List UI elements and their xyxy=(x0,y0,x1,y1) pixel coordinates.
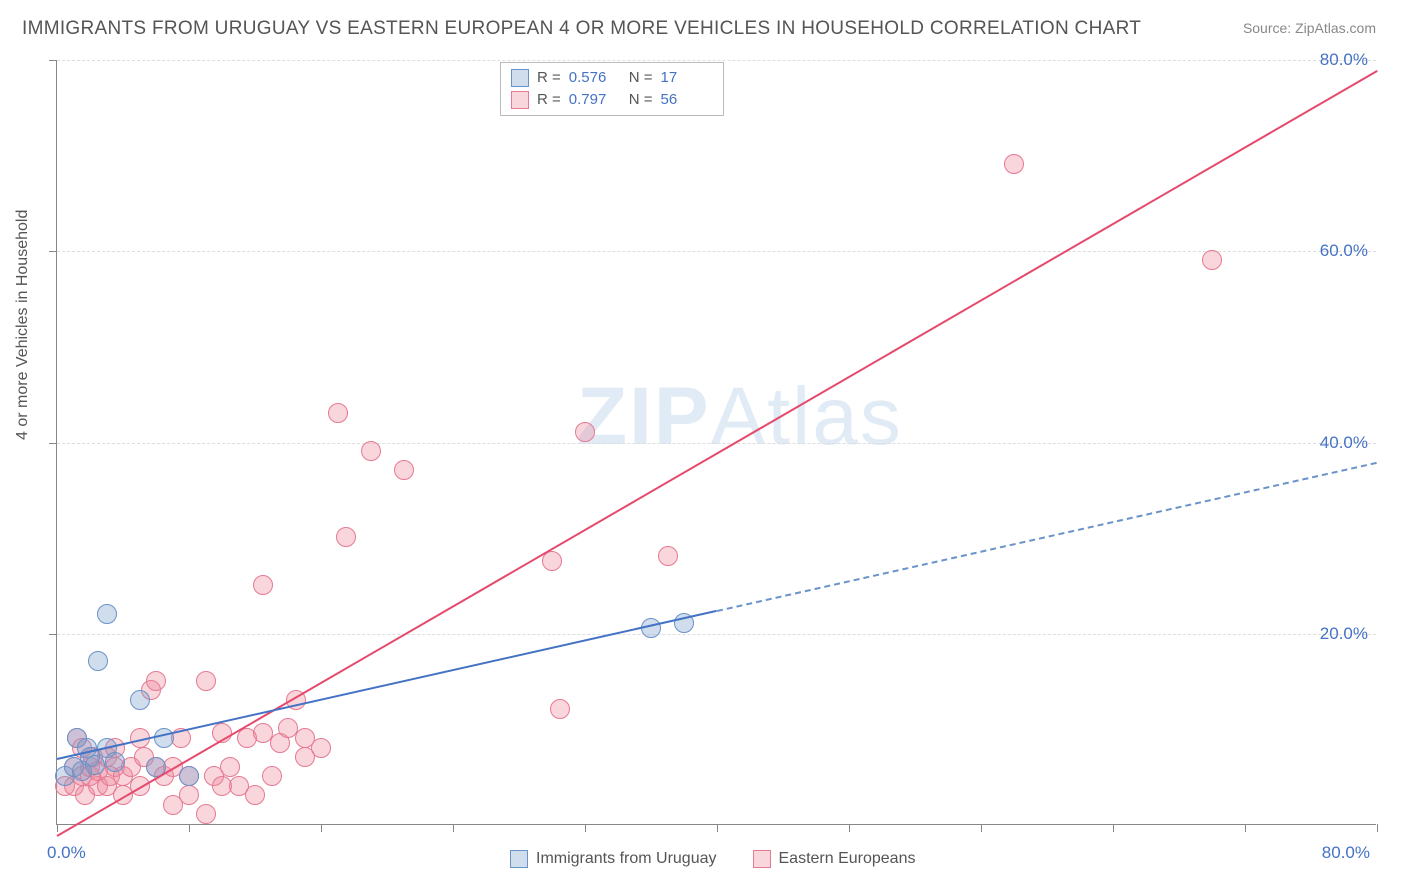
data-point xyxy=(146,671,166,691)
x-tick-mark xyxy=(1377,824,1378,832)
trend-line-extrapolated xyxy=(717,462,1377,612)
data-point xyxy=(97,604,117,624)
y-tick-label: 40.0% xyxy=(1320,433,1368,453)
x-tick-origin: 0.0% xyxy=(47,843,86,863)
legend-row: R = 0.576 N = 17 xyxy=(511,67,713,89)
trend-line xyxy=(56,70,1377,837)
x-tick-mark xyxy=(849,824,850,832)
data-point xyxy=(220,757,240,777)
series-legend: Immigrants from Uruguay Eastern Europeans xyxy=(510,850,915,868)
n-value: 17 xyxy=(661,67,713,89)
gridline xyxy=(57,443,1376,444)
x-tick-mark xyxy=(1113,824,1114,832)
gridline xyxy=(57,251,1376,252)
legend-swatch xyxy=(511,91,529,109)
x-tick-mark xyxy=(585,824,586,832)
correlation-legend: R = 0.576 N = 17 R = 0.797 N = 56 xyxy=(500,62,724,116)
x-tick-mark xyxy=(1245,824,1246,832)
y-tick-label: 60.0% xyxy=(1320,241,1368,261)
y-tick-mark xyxy=(49,634,57,635)
legend-item: Immigrants from Uruguay xyxy=(510,850,717,868)
data-point xyxy=(336,527,356,547)
data-point xyxy=(196,671,216,691)
n-label: N = xyxy=(629,89,653,111)
y-tick-mark xyxy=(49,251,57,252)
legend-swatch xyxy=(510,850,528,868)
data-point xyxy=(311,738,331,758)
x-tick-mark xyxy=(453,824,454,832)
n-label: N = xyxy=(629,67,653,89)
data-point xyxy=(658,546,678,566)
data-point xyxy=(85,755,105,775)
gridline xyxy=(57,634,1376,635)
x-tick-mark xyxy=(981,824,982,832)
data-point xyxy=(179,766,199,786)
y-tick-label: 20.0% xyxy=(1320,624,1368,644)
legend-label: Immigrants from Uruguay xyxy=(536,850,717,868)
data-point xyxy=(179,785,199,805)
y-tick-mark xyxy=(49,443,57,444)
watermark-atlas: Atlas xyxy=(711,371,903,462)
data-point xyxy=(105,752,125,772)
data-point xyxy=(196,804,216,824)
data-point xyxy=(130,690,150,710)
legend-swatch xyxy=(753,850,771,868)
legend-swatch xyxy=(511,69,529,87)
y-axis-label: 4 or more Vehicles in Household xyxy=(14,210,32,440)
x-tick-mark xyxy=(717,824,718,832)
data-point xyxy=(1202,250,1222,270)
data-point xyxy=(88,651,108,671)
x-tick-mark xyxy=(189,824,190,832)
y-tick-label: 80.0% xyxy=(1320,50,1368,70)
n-value: 56 xyxy=(661,89,713,111)
legend-item: Eastern Europeans xyxy=(753,850,916,868)
data-point xyxy=(253,575,273,595)
gridline xyxy=(57,60,1376,61)
source-attribution: Source: ZipAtlas.com xyxy=(1243,20,1376,36)
r-label: R = xyxy=(537,89,561,111)
watermark-zip: ZIP xyxy=(577,371,711,462)
data-point xyxy=(1004,154,1024,174)
watermark: ZIPAtlas xyxy=(577,370,903,464)
legend-label: Eastern Europeans xyxy=(779,850,916,868)
scatter-plot-area: ZIPAtlas 20.0%40.0%60.0%80.0%0.0%80.0% xyxy=(56,60,1376,825)
data-point xyxy=(394,460,414,480)
data-point xyxy=(550,699,570,719)
data-point xyxy=(328,403,348,423)
data-point xyxy=(245,785,265,805)
r-label: R = xyxy=(537,67,561,89)
r-value: 0.797 xyxy=(569,89,621,111)
data-point xyxy=(575,422,595,442)
chart-title: IMMIGRANTS FROM URUGUAY VS EASTERN EUROP… xyxy=(22,18,1141,40)
x-tick-mark xyxy=(321,824,322,832)
legend-row: R = 0.797 N = 56 xyxy=(511,89,713,111)
r-value: 0.576 xyxy=(569,67,621,89)
x-tick-end: 80.0% xyxy=(1322,843,1370,863)
data-point xyxy=(262,766,282,786)
data-point xyxy=(361,441,381,461)
x-tick-mark xyxy=(57,824,58,832)
data-point xyxy=(154,728,174,748)
y-tick-mark xyxy=(49,60,57,61)
